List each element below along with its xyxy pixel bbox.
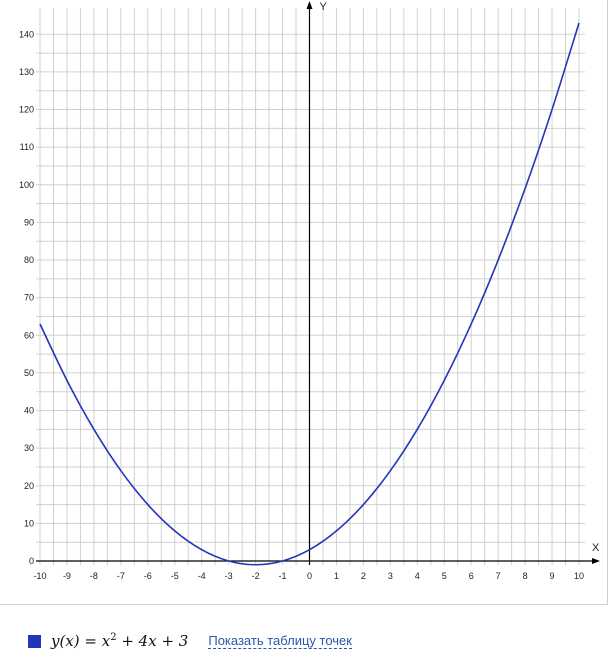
x-axis-arrow — [592, 558, 600, 564]
x-tick-label: -7 — [117, 571, 125, 581]
legend-swatch — [28, 634, 41, 648]
x-tick-label: -8 — [90, 571, 98, 581]
chart-plot: X Y -10 -9 -8 -7 -6 -5 -4 -3 -2 -1 0 1 2 3 4 5 6 7 8 9 10010… — [19, 1, 600, 581]
y-tick-label: 100 — [19, 180, 34, 190]
x-axis-label: X — [592, 542, 600, 554]
x-tick-label: 0 — [307, 571, 312, 581]
y-axis-arrow — [306, 1, 313, 9]
show-points-table-link[interactable]: Показать таблицу точек — [208, 633, 352, 649]
y-tick-label: 140 — [19, 29, 34, 39]
series-line — [39, 22, 580, 566]
x-tick-label: -5 — [171, 571, 179, 581]
y-tick-label: 50 — [24, 368, 34, 378]
y-tick-label: 80 — [24, 255, 34, 265]
x-tick-label: 6 — [469, 571, 474, 581]
y-tick-label: 70 — [24, 293, 34, 303]
y-tick-label: 110 — [20, 142, 34, 152]
x-tick-label: 5 — [442, 571, 447, 581]
x-tick-label: -1 — [279, 571, 287, 581]
x-tick-label: -6 — [144, 571, 152, 581]
y-tick-label: 20 — [24, 481, 34, 491]
y-tick-label: 40 — [24, 406, 34, 416]
legend: y(x) = x2 + 4x + 3 Показать таблицу точе… — [28, 630, 352, 652]
x-tick-label: -10 — [33, 571, 46, 581]
formula-prefix: y(x) = x — [51, 632, 111, 650]
x-tick-label: 3 — [388, 571, 393, 581]
x-tick-label: 10 — [574, 571, 584, 581]
formula-suffix: + 4x + 3 — [116, 632, 189, 650]
y-tick-label: 0 — [29, 556, 34, 566]
x-tick-label: 1 — [334, 571, 339, 581]
y-tick-label: 60 — [24, 330, 34, 340]
x-tick-label: -3 — [225, 571, 233, 581]
x-tick-label: 2 — [361, 571, 366, 581]
chart-frame: X Y -10 -9 -8 -7 -6 -5 -4 -3 -2 -1 0 1 2 3 4 5 6 7 8 9 10 0 10… — [0, 0, 608, 605]
x-tick-label: 8 — [523, 571, 528, 581]
x-tick-label: -9 — [63, 571, 71, 581]
legend-formula: y(x) = x2 + 4x + 3 — [51, 632, 188, 650]
y-tick-label: 10 — [24, 518, 34, 528]
grid — [36, 8, 585, 565]
y-tick-label: 90 — [24, 217, 34, 227]
x-tick-label: -4 — [198, 571, 206, 581]
series — [39, 22, 580, 566]
x-tick-label: 7 — [496, 571, 501, 581]
y-tick-label: 130 — [19, 67, 34, 77]
x-tick-label: -2 — [252, 571, 260, 581]
x-tick-label: 4 — [415, 571, 420, 581]
tick-labels: -10 -9 -8 -7 -6 -5 -4 -3 -2 -1 0 1 2 3 4 5 6 7 8 9 100102030… — [19, 29, 584, 581]
x-tick-label: 9 — [550, 571, 555, 581]
axes: X Y — [36, 1, 600, 565]
y-tick-label: 120 — [19, 105, 34, 115]
formula-exponent: 2 — [110, 632, 117, 643]
y-tick-label: 30 — [24, 443, 34, 453]
y-axis-label: Y — [320, 1, 328, 13]
